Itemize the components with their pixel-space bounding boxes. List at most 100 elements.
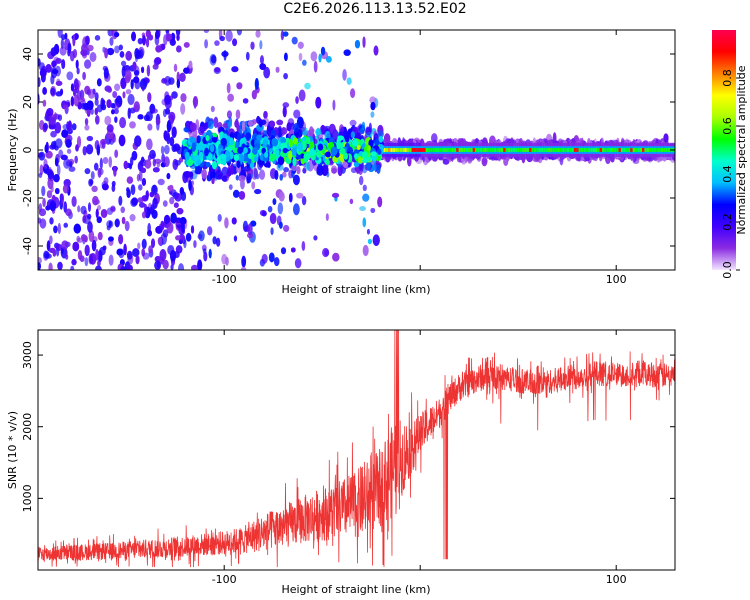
spectrogram-cell	[576, 148, 580, 152]
spectrogram-cell	[89, 52, 97, 62]
spectrogram-cell	[370, 151, 377, 157]
spectrogram-cell	[44, 144, 49, 153]
spectrogram-cell	[166, 222, 174, 234]
spectrogram-cell	[313, 60, 318, 73]
spectrogram-cell	[219, 153, 227, 160]
spectrogram-cell	[215, 169, 223, 180]
spectrogram-cell	[129, 214, 136, 222]
spectrogram-cell	[343, 49, 351, 56]
spectrogram-cell	[361, 121, 366, 131]
spectrogram-cell	[658, 148, 662, 152]
spectrogram-cell	[145, 37, 150, 48]
spectrogram-cell	[193, 154, 200, 162]
spectrogram-cell	[273, 257, 280, 267]
spectrogram-cell	[179, 217, 187, 225]
spectrogram-cell	[204, 147, 209, 157]
spectrogram-cell	[486, 148, 490, 152]
spectrogram-cell	[130, 79, 134, 90]
snr-series-line	[38, 330, 675, 568]
spectrogram-cell	[162, 229, 169, 238]
snr-y-label: SNR (10 * v/v)	[6, 411, 19, 489]
spectrogram-cell	[552, 148, 556, 152]
spectrogram-cell	[353, 161, 360, 168]
spectrogram-cell	[43, 251, 50, 259]
spectrogram-cell	[491, 148, 495, 152]
spectrogram-cell	[342, 69, 347, 81]
spectrogram-cell	[356, 144, 361, 150]
spectrogram-cell	[97, 167, 102, 178]
spectrogram-cell	[198, 151, 204, 160]
spectrogram-cell	[227, 121, 233, 128]
spectrogram-cell	[106, 99, 112, 108]
colorbar-tick-label: 0.2	[721, 213, 734, 231]
spectrogram-cell	[183, 239, 187, 249]
spectrogram-cell	[203, 30, 210, 34]
spectrogram-cell	[305, 161, 311, 171]
spectrogram-cell	[366, 145, 371, 151]
spectrogram-cell	[96, 144, 101, 156]
spectrogram-cell	[123, 160, 128, 170]
spectrogram-cell	[205, 134, 210, 142]
spectrogram-cell	[324, 151, 331, 158]
spectrogram-cell	[656, 148, 660, 152]
spectrogram-cell	[108, 156, 113, 168]
spectrogram-cell	[126, 189, 131, 198]
spectrogram-cell	[197, 259, 203, 270]
spectrogram-cell	[118, 44, 124, 51]
spectrogram-cell	[82, 71, 86, 81]
spectrogram-cell	[378, 136, 384, 143]
spectrogram-cell	[125, 50, 133, 61]
spectrogram-cell	[465, 148, 469, 152]
spectrogram-cell	[163, 156, 170, 168]
spectrogram-cell	[236, 82, 243, 90]
spectrogram-cell	[120, 266, 127, 270]
spectrogram-cell	[632, 148, 636, 152]
spectrogram-cell	[147, 229, 153, 237]
spectrogram-cell	[102, 245, 107, 251]
colorbar-tick-label: 0.6	[721, 117, 734, 135]
spectrogram-cell	[283, 224, 290, 232]
spectrogram-cell	[259, 40, 263, 50]
spectrogram-cell	[359, 206, 366, 212]
spectrogram-cell	[137, 38, 143, 45]
spectrogram-cell	[580, 148, 584, 152]
spectrogram-cell	[65, 138, 72, 148]
spectrogram-cell	[191, 264, 199, 270]
spectrogram-cell	[243, 165, 251, 172]
spectrogram-cell	[475, 148, 479, 152]
spectrogram-cell	[146, 138, 153, 151]
spectrogram-cell	[344, 134, 350, 143]
y-tick-label: 3000	[21, 341, 34, 369]
spectrogram-cell	[221, 175, 228, 182]
spectrogram-cell	[176, 33, 180, 41]
spectrogram-cell	[370, 101, 376, 111]
spectrogram-cell	[191, 142, 196, 152]
spectrogram-cell	[602, 148, 606, 152]
spectrogram-cell	[256, 115, 261, 124]
spectrogram-cell	[38, 77, 41, 88]
spectrogram-cell	[192, 96, 199, 108]
spectrogram-cell	[279, 221, 283, 229]
spectrogram-cell	[167, 185, 174, 191]
spectrogram-cell	[46, 107, 54, 117]
spectrogram-cell	[481, 156, 488, 167]
spectrogram-cell	[292, 137, 298, 145]
spectrogram-cell	[39, 218, 47, 229]
spectrogram-cell	[77, 205, 81, 213]
spectrogram-cell	[103, 177, 109, 185]
spectrogram-cell	[183, 42, 190, 48]
spectrogram-cell	[46, 190, 53, 199]
spectrogram-cell	[87, 44, 94, 52]
spectrogram-cell	[536, 148, 540, 152]
spectrogram-cell	[479, 148, 483, 152]
spectrogram-cell	[127, 107, 131, 120]
spectrogram-cell	[166, 133, 171, 145]
spectrogram-cell	[283, 72, 288, 80]
spectrogram-cell	[57, 114, 63, 121]
spectrogram-cell	[369, 96, 377, 104]
spectrogram-cell	[43, 158, 48, 170]
spectrogram-cell	[94, 107, 99, 116]
spectrogram-cell	[86, 135, 94, 142]
spectrogram-cell	[263, 110, 268, 119]
spectrogram-cell	[573, 148, 577, 152]
